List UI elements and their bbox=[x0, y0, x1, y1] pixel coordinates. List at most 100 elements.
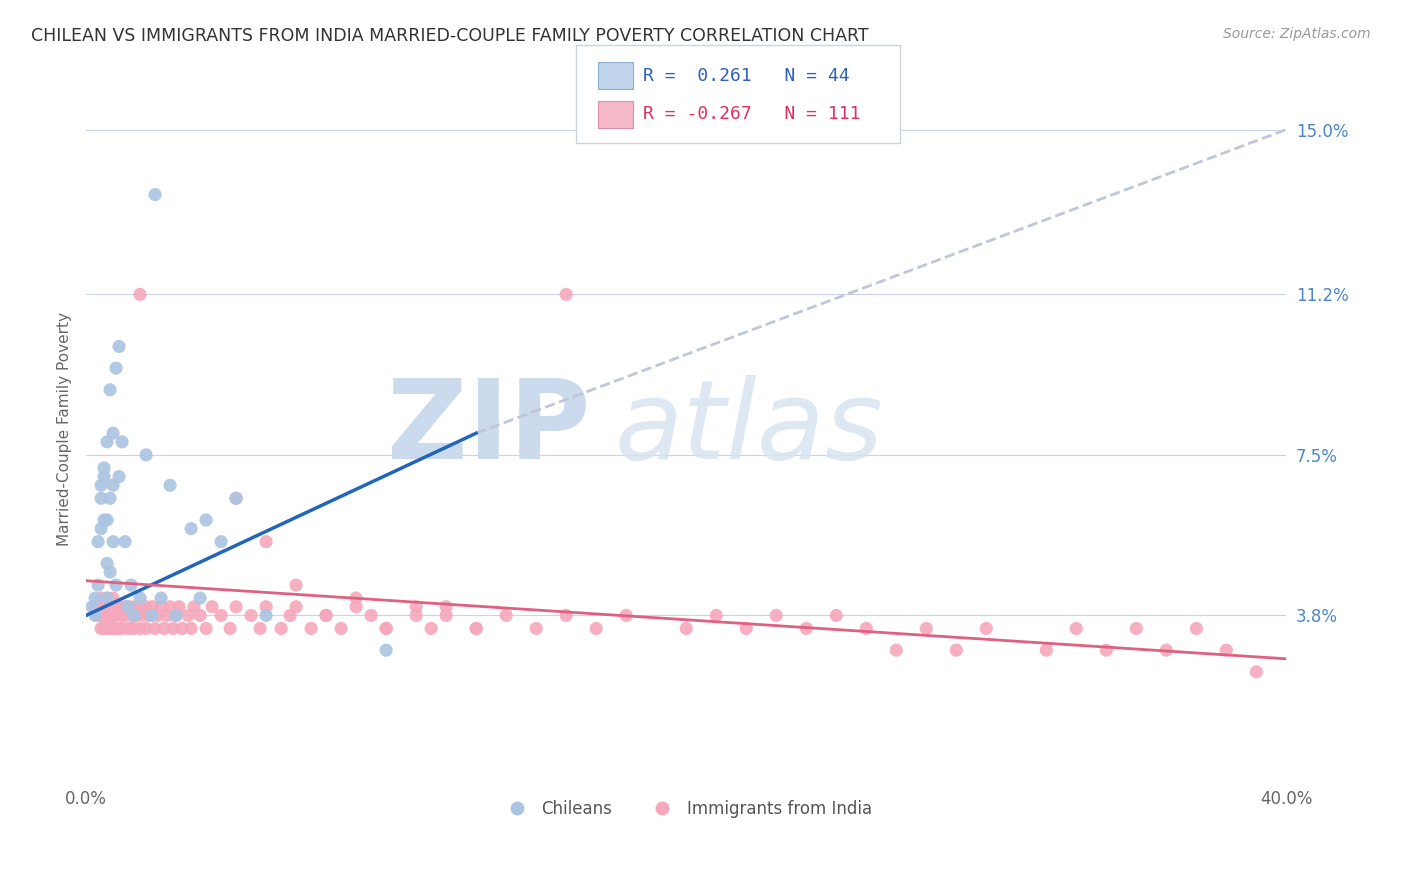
Point bbox=[360, 608, 382, 623]
Point bbox=[420, 622, 443, 636]
Point bbox=[87, 578, 110, 592]
Point bbox=[111, 434, 134, 449]
Point bbox=[101, 426, 124, 441]
Point bbox=[132, 608, 155, 623]
Point bbox=[90, 608, 112, 623]
Point bbox=[120, 578, 142, 592]
Point bbox=[495, 608, 517, 623]
Point bbox=[120, 608, 142, 623]
Point bbox=[167, 599, 190, 614]
Point bbox=[825, 608, 848, 623]
Point bbox=[93, 599, 115, 614]
Point bbox=[315, 608, 337, 623]
Point bbox=[614, 608, 637, 623]
Point bbox=[945, 643, 967, 657]
Point bbox=[98, 383, 121, 397]
Point bbox=[90, 591, 112, 605]
Point bbox=[108, 469, 131, 483]
Point bbox=[434, 599, 457, 614]
Point bbox=[114, 608, 136, 623]
Point bbox=[180, 522, 202, 536]
Point bbox=[156, 608, 179, 623]
Point bbox=[120, 622, 142, 636]
Point bbox=[225, 491, 247, 506]
Point bbox=[129, 287, 152, 301]
Text: ZIP: ZIP bbox=[387, 376, 591, 483]
Point bbox=[375, 643, 398, 657]
Point bbox=[344, 591, 367, 605]
Point bbox=[101, 608, 124, 623]
Point bbox=[150, 591, 173, 605]
Point bbox=[855, 622, 877, 636]
Point bbox=[111, 608, 134, 623]
Point bbox=[135, 599, 157, 614]
Point bbox=[93, 461, 115, 475]
Point bbox=[195, 622, 218, 636]
Point bbox=[278, 608, 301, 623]
Point bbox=[101, 622, 124, 636]
Point bbox=[465, 622, 488, 636]
Point bbox=[93, 469, 115, 483]
Point bbox=[111, 622, 134, 636]
Point bbox=[1125, 622, 1147, 636]
Point bbox=[555, 608, 578, 623]
Point bbox=[675, 622, 697, 636]
Point bbox=[249, 622, 271, 636]
Point bbox=[122, 608, 145, 623]
Point bbox=[195, 513, 218, 527]
Point bbox=[270, 622, 292, 636]
Point bbox=[84, 599, 107, 614]
Point bbox=[141, 608, 163, 623]
Point bbox=[108, 599, 131, 614]
Point bbox=[188, 608, 211, 623]
Point bbox=[98, 565, 121, 579]
Point bbox=[1185, 622, 1208, 636]
Point bbox=[143, 622, 166, 636]
Point bbox=[96, 591, 118, 605]
Point bbox=[98, 608, 121, 623]
Point bbox=[98, 622, 121, 636]
Point bbox=[344, 599, 367, 614]
Point bbox=[375, 622, 398, 636]
Point bbox=[884, 643, 907, 657]
Point bbox=[96, 513, 118, 527]
Point bbox=[225, 491, 247, 506]
Point bbox=[315, 608, 337, 623]
Point bbox=[96, 608, 118, 623]
Point bbox=[108, 622, 131, 636]
Y-axis label: Married-Couple Family Poverty: Married-Couple Family Poverty bbox=[58, 312, 72, 546]
Point bbox=[93, 608, 115, 623]
Point bbox=[1215, 643, 1237, 657]
Point bbox=[405, 608, 427, 623]
Point bbox=[135, 448, 157, 462]
Point bbox=[87, 534, 110, 549]
Point bbox=[150, 599, 173, 614]
Point bbox=[87, 599, 110, 614]
Point bbox=[375, 622, 398, 636]
Point bbox=[915, 622, 938, 636]
Point bbox=[1156, 643, 1178, 657]
Point bbox=[105, 599, 128, 614]
Point bbox=[1035, 643, 1057, 657]
Point bbox=[162, 622, 184, 636]
Point bbox=[98, 491, 121, 506]
Point bbox=[159, 599, 181, 614]
Point bbox=[143, 187, 166, 202]
Point bbox=[165, 608, 187, 623]
Point bbox=[101, 478, 124, 492]
Point bbox=[129, 591, 152, 605]
Point bbox=[93, 622, 115, 636]
Point bbox=[555, 287, 578, 301]
Point bbox=[84, 591, 107, 605]
Point bbox=[254, 534, 277, 549]
Point bbox=[96, 434, 118, 449]
Text: Source: ZipAtlas.com: Source: ZipAtlas.com bbox=[1223, 27, 1371, 41]
Point bbox=[735, 622, 758, 636]
Point bbox=[117, 599, 139, 614]
Point bbox=[165, 608, 187, 623]
Point bbox=[240, 608, 263, 623]
Point bbox=[114, 534, 136, 549]
Point bbox=[108, 339, 131, 353]
Point bbox=[254, 608, 277, 623]
Point bbox=[209, 534, 232, 549]
